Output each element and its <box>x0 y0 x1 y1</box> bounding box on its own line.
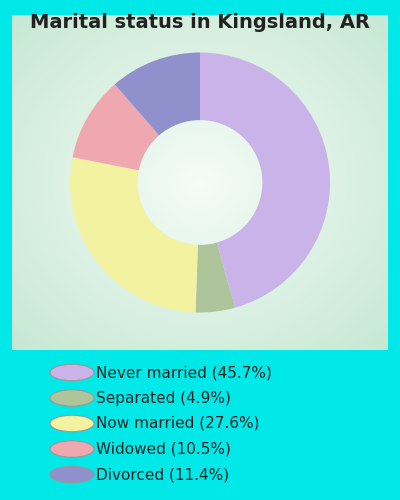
Wedge shape <box>200 52 330 308</box>
Text: City-Data.com: City-Data.com <box>302 32 377 42</box>
Text: Never married (45.7%): Never married (45.7%) <box>96 365 272 380</box>
Wedge shape <box>115 52 200 136</box>
Text: Separated (4.9%): Separated (4.9%) <box>96 390 231 406</box>
Circle shape <box>50 364 94 381</box>
Text: Marital status in Kingsland, AR: Marital status in Kingsland, AR <box>30 12 370 32</box>
Text: Widowed (10.5%): Widowed (10.5%) <box>96 442 231 456</box>
Wedge shape <box>72 84 159 170</box>
Text: Divorced (11.4%): Divorced (11.4%) <box>96 467 229 482</box>
Wedge shape <box>196 242 235 312</box>
Circle shape <box>50 466 94 483</box>
Text: Now married (27.6%): Now married (27.6%) <box>96 416 260 431</box>
Circle shape <box>50 415 94 432</box>
Circle shape <box>50 441 94 457</box>
Circle shape <box>50 390 94 406</box>
Wedge shape <box>70 157 198 312</box>
